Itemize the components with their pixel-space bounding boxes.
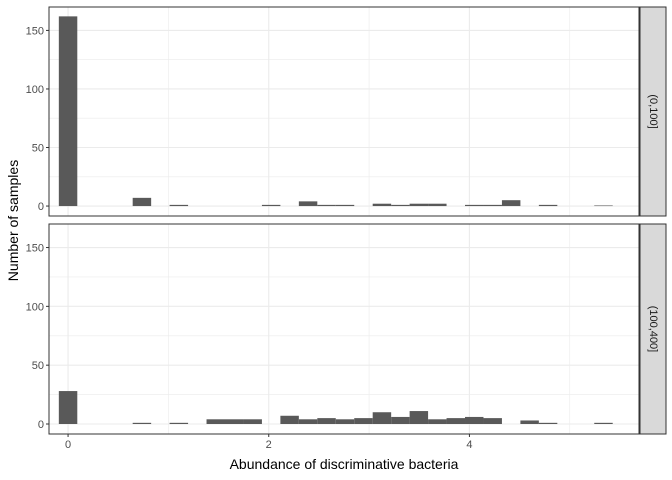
facet-strip	[639, 6, 667, 217]
histogram-bar	[483, 418, 502, 424]
facet-strip-label: (100,400]	[647, 306, 659, 352]
histogram-bar	[132, 422, 152, 424]
y-tick-label: 100	[26, 301, 44, 313]
histogram-bar	[335, 204, 355, 207]
histogram-bar	[169, 204, 189, 207]
histogram-bar	[261, 204, 281, 207]
histogram-bar	[58, 391, 78, 424]
histogram-bar	[317, 418, 336, 424]
histogram-bar	[391, 416, 410, 424]
y-tick-label: 100	[26, 84, 44, 96]
histogram-bar	[280, 415, 299, 424]
y-tick-label: 0	[38, 419, 44, 431]
x-axis: 0 2 4	[65, 434, 472, 451]
y-tick-label: 0	[38, 201, 44, 213]
x-tick-label: 0	[65, 439, 71, 451]
histogram-bar	[243, 419, 262, 424]
facet-panel-2: 0 50 100 150 (100,400]	[26, 223, 667, 435]
panel-background	[49, 224, 639, 434]
histogram-bar	[298, 201, 318, 207]
histogram-bar	[594, 205, 613, 207]
histogram-bar	[409, 203, 429, 207]
histogram-bar	[446, 418, 466, 424]
histogram-bar	[354, 418, 373, 424]
histogram-bar	[465, 204, 484, 207]
histogram-bar	[169, 422, 189, 424]
histogram-bar	[409, 411, 429, 424]
histogram-bar	[391, 204, 410, 207]
histogram-bar	[465, 416, 484, 424]
y-tick-label: 150	[26, 25, 44, 37]
panel-border	[48, 223, 640, 435]
y-tick-label: 50	[32, 360, 44, 372]
histogram-bar	[538, 422, 558, 424]
panel-background	[49, 7, 639, 216]
histogram-bar	[372, 412, 392, 424]
histogram-bar	[317, 204, 336, 207]
histogram-bar	[372, 203, 392, 207]
y-tick-label: 50	[32, 143, 44, 155]
histogram-bar	[335, 419, 355, 424]
histogram-bar	[206, 419, 225, 424]
histogram-bar	[298, 419, 318, 424]
x-tick-label: 2	[266, 439, 272, 451]
histogram-bar	[58, 16, 78, 207]
facet-strip-label: (0,100]	[647, 94, 659, 128]
histogram-bar	[483, 204, 502, 207]
panel-border	[48, 6, 640, 217]
histogram-bar	[501, 200, 521, 207]
histogram-bar	[428, 203, 447, 207]
histogram-bar	[428, 419, 447, 424]
histogram-bar	[224, 419, 244, 424]
histogram-bar	[132, 197, 152, 207]
x-axis-title: Abundance of discriminative bacteria	[230, 456, 459, 472]
y-axis-title: Number of samples	[5, 160, 21, 281]
histogram-bar	[520, 420, 539, 424]
histogram-bar	[538, 204, 558, 207]
histogram-bar	[594, 422, 613, 424]
x-tick-label: 4	[466, 439, 472, 451]
facet-panel-1: 0 50 100 150 (0,100]	[26, 6, 667, 217]
y-tick-label: 150	[26, 243, 44, 255]
facet-panels: 0 50 100 150 (0,100] 0 50 100 150 (100,400]	[26, 6, 667, 435]
facet-strip	[639, 223, 667, 435]
